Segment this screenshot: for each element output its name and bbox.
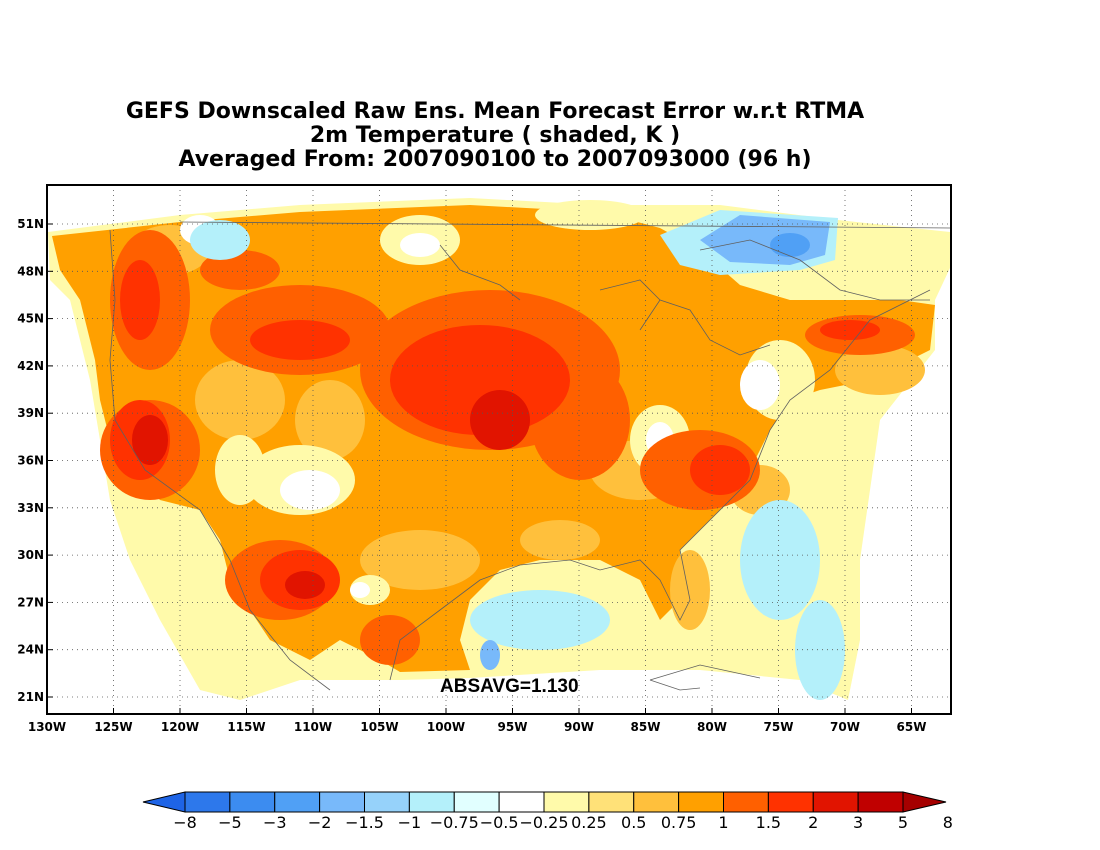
colorbar-label: −0.25 (519, 813, 568, 832)
colorbar-box (633, 791, 680, 813)
colorbar-label: 0.5 (621, 813, 646, 832)
colorbar-label: −1 (398, 813, 422, 832)
colorbar-label: 3 (853, 813, 863, 832)
longitude-axis: 130W 125W 120W 115W 110W 105W 100W 95W 90W 85W 80W… (28, 708, 927, 734)
lon-tick-label: 110W (294, 720, 332, 734)
lat-tick-label: 48N (17, 264, 44, 278)
colorbar: −8 −5 −3 −2 −1.5 −1 −0.75 −0.5 −0.25 0.25 0.5 0.75 1… (142, 791, 953, 832)
lon-tick-label: 95W (498, 720, 528, 734)
colorbar-box (274, 791, 321, 813)
colorbar-label: −0.75 (430, 813, 479, 832)
lat-tick-label: 45N (17, 312, 44, 326)
colorbar-box (498, 791, 545, 813)
lon-tick-label: 130W (28, 720, 66, 734)
colorbar-box (767, 791, 814, 813)
lon-tick-label: 90W (564, 720, 594, 734)
colorbar-box (364, 791, 410, 813)
colorbar-box (229, 791, 276, 813)
colorbar-box (319, 791, 365, 813)
lon-tick-label: 85W (631, 720, 661, 734)
lat-tick-label: 39N (17, 406, 44, 420)
colorbar-label: 0.75 (661, 813, 697, 832)
colorbar-label: −5 (218, 813, 242, 832)
colorbar-label: −2 (308, 813, 332, 832)
colorbar-box (857, 791, 904, 813)
plot-frame (46, 184, 952, 715)
hot-cores (132, 390, 530, 599)
colder-patches (770, 233, 810, 257)
lon-tick-label: 70W (830, 720, 860, 734)
lon-tick-label: 65W (897, 720, 927, 734)
colorbar-box (678, 791, 724, 813)
lon-tick-label: 100W (427, 720, 465, 734)
title-line-1: GEFS Downscaled Raw Ens. Mean Forecast E… (125, 99, 865, 124)
colorbar-box (723, 791, 769, 813)
lat-tick-label: 27N (17, 595, 44, 609)
colorbar-arrow-high (902, 791, 947, 813)
absavg-label: ABSAVG=1.130 (440, 676, 579, 697)
colorbar-arrow-low (142, 791, 186, 813)
figure-title: GEFS Downscaled Raw Ens. Mean Forecast E… (0, 100, 990, 172)
lat-lon-grid (47, 185, 951, 714)
lon-tick-label: 125W (94, 720, 132, 734)
error-field-shading (47, 185, 951, 714)
colorbar-label: −8 (173, 813, 197, 832)
colorbar-label: 5 (898, 813, 908, 832)
lon-tick-label: 120W (161, 720, 199, 734)
lat-tick-label: 24N (17, 643, 44, 657)
lat-tick-label: 33N (17, 501, 44, 515)
colorbar-label: −3 (263, 813, 287, 832)
lon-tick-label: 75W (764, 720, 794, 734)
colorbar-label: 0.25 (571, 813, 607, 832)
latitude-axis: 51N 48N 45N 42N 39N 36N 33N 30N 27N 24N 21N (17, 217, 53, 704)
colorbar-box (184, 791, 231, 813)
coastlines (109, 221, 951, 691)
colorbar-box (453, 791, 500, 813)
colorbar-label: −1.5 (345, 813, 384, 832)
colorbar-box (543, 791, 590, 813)
title-line-2: 2m Temperature ( shaded, K ) (309, 123, 681, 148)
lon-tick-label: 115W (227, 720, 265, 734)
lat-tick-label: 36N (17, 454, 44, 468)
colorbar-box (408, 791, 455, 813)
lon-tick-label: 105W (360, 720, 398, 734)
title-line-3: Averaged From: 2007090100 to 2007093000 … (178, 147, 812, 172)
lat-tick-label: 51N (17, 217, 44, 231)
lon-tick-label: 80W (697, 720, 727, 734)
colorbar-label: 8 (943, 813, 953, 832)
colorbar-box (588, 791, 635, 813)
colorbar-label: −0.5 (480, 813, 519, 832)
lat-tick-label: 30N (17, 548, 44, 562)
lat-tick-label: 21N (17, 690, 44, 704)
colorbar-label: 1.5 (756, 813, 781, 832)
colorbar-box (812, 791, 859, 813)
colorbar-label: 1 (718, 813, 728, 832)
colorbar-label: 2 (808, 813, 818, 832)
lat-tick-label: 42N (17, 359, 44, 373)
